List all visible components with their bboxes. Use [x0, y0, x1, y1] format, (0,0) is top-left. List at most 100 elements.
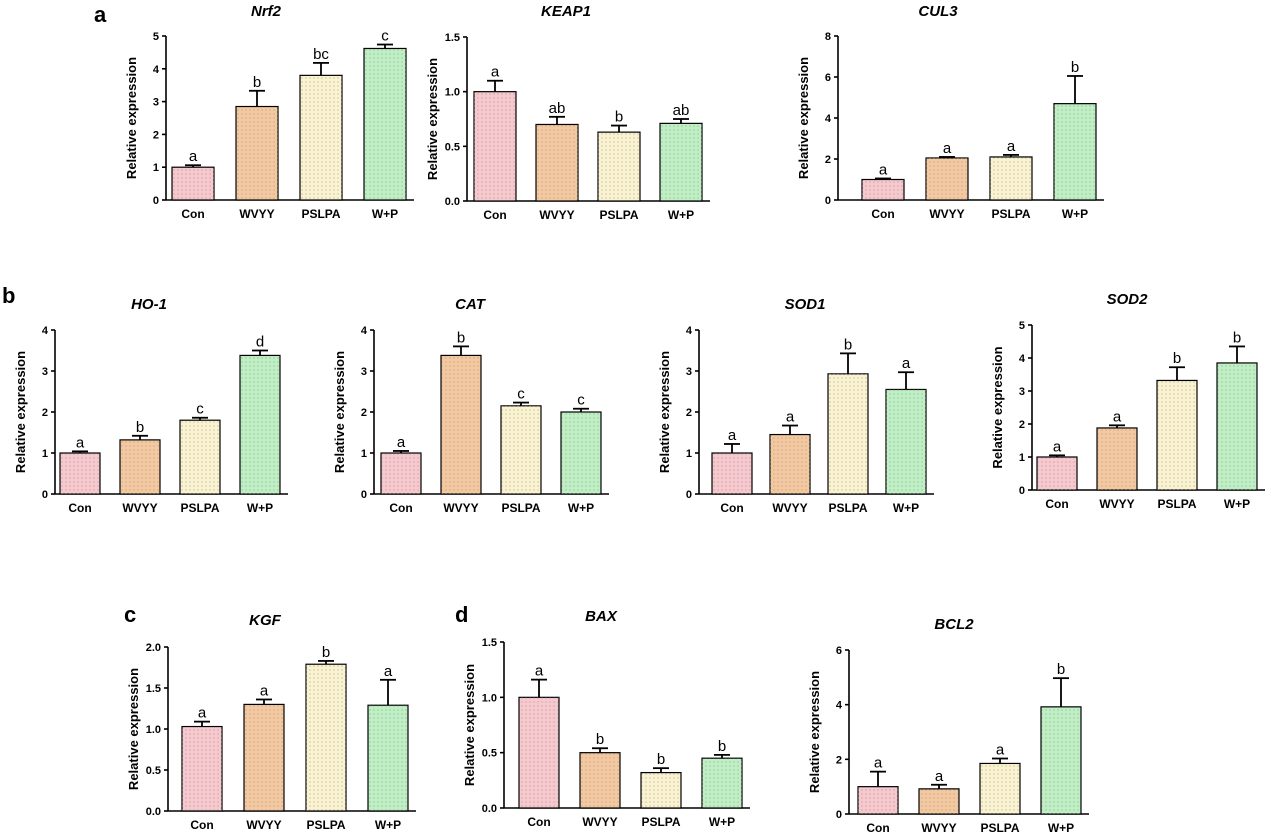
- bar-texture-kgf-wvyy: [244, 704, 284, 811]
- chart-title-ho-1: HO-1: [131, 296, 167, 313]
- x-tick-label-ho-1-w-p: W+P: [247, 501, 273, 515]
- x-tick-label-sod1-w-p: W+P: [893, 501, 919, 515]
- y-tick-label-sod2: 0: [1019, 485, 1025, 497]
- significance-letter-sod1-w-p: a: [902, 355, 911, 372]
- chart-kgf: KGF Relative expression 0.0 0.5 1.0 1.5 2.0 a Co…: [126, 612, 416, 832]
- significance-letter-bcl2-con: a: [874, 755, 883, 772]
- x-tick-label-bcl2-con: Con: [866, 821, 889, 834]
- y-axis-label-sod1: Relative expression: [657, 351, 672, 473]
- chart-cat: CAT Relative expression 0 1 2 3 4 a Con b WVYY c PSL…: [332, 296, 609, 515]
- x-tick-label-kgf-pslpa: PSLPA: [306, 818, 345, 832]
- y-tick-label-cul3: 0: [825, 195, 831, 207]
- chart-title-sod2: SOD2: [1107, 291, 1149, 308]
- significance-letter-kgf-pslpa: b: [322, 644, 330, 661]
- significance-letter-bax-wvyy: b: [596, 731, 604, 748]
- x-tick-label-bax-con: Con: [527, 815, 550, 829]
- bar-texture-sod1-wvyy: [770, 434, 810, 494]
- bar-texture-cul3-con: [862, 179, 904, 200]
- x-tick-label-sod2-wvyy: WVYY: [1099, 497, 1134, 511]
- chart-title-keap1: KEAP1: [541, 3, 591, 20]
- significance-letter-ho-1-con: a: [76, 434, 85, 451]
- panel-letter-d: d: [455, 602, 468, 627]
- y-tick-label-cat: 0: [361, 489, 367, 501]
- significance-letter-sod2-con: a: [1053, 438, 1062, 455]
- y-tick-label-sod2: 1: [1019, 452, 1025, 464]
- significance-letter-sod2-w-p: b: [1233, 329, 1241, 346]
- x-tick-label-sod2-pslpa: PSLPA: [1157, 497, 1196, 511]
- x-tick-label-cul3-con: Con: [871, 207, 894, 221]
- significance-letter-ho-1-pslpa: c: [196, 401, 204, 418]
- bar-texture-nrf2-con: [172, 167, 214, 200]
- y-tick-label-bax: 1.5: [482, 637, 497, 649]
- significance-letter-bcl2-wvyy: a: [935, 768, 944, 785]
- panel-letter-c: c: [124, 602, 136, 627]
- bar-texture-cul3-wvyy: [926, 157, 968, 200]
- bar-texture-kgf-w-p: [368, 705, 408, 811]
- x-tick-label-nrf2-con: Con: [181, 207, 204, 221]
- x-tick-label-sod1-wvyy: WVYY: [772, 501, 807, 515]
- y-tick-label-keap1: 0.5: [445, 141, 460, 153]
- x-tick-label-keap1-w-p: W+P: [668, 208, 694, 222]
- bar-texture-cul3-pslpa: [990, 156, 1032, 200]
- bar-texture-bcl2-con: [858, 786, 898, 814]
- y-tick-label-keap1: 1.5: [445, 32, 460, 44]
- bar-texture-nrf2-pslpa: [300, 75, 342, 200]
- significance-letter-cat-pslpa: c: [517, 386, 525, 403]
- significance-letter-cat-con: a: [397, 434, 406, 451]
- y-tick-label-cat: 2: [361, 407, 367, 419]
- significance-letter-kgf-w-p: a: [384, 663, 393, 680]
- bar-texture-bcl2-pslpa: [980, 763, 1020, 814]
- x-tick-label-keap1-con: Con: [483, 208, 506, 222]
- chart-title-kgf: KGF: [249, 612, 282, 629]
- bar-texture-cat-wvyy: [441, 355, 481, 494]
- y-tick-label-nrf2: 5: [153, 31, 159, 43]
- bar-texture-cat-con: [381, 453, 421, 494]
- bar-texture-sod2-wvyy: [1097, 427, 1137, 490]
- significance-letter-cat-wvyy: b: [457, 329, 465, 346]
- significance-letter-bax-pslpa: b: [657, 751, 665, 768]
- y-tick-label-nrf2: 4: [153, 64, 160, 76]
- x-tick-label-sod2-w-p: W+P: [1224, 497, 1250, 511]
- bar-texture-kgf-con: [182, 726, 222, 811]
- y-axis-label-cat: Relative expression: [332, 351, 347, 473]
- y-tick-label-ho-1: 1: [42, 448, 48, 460]
- y-axis-label-keap1: Relative expression: [425, 58, 440, 180]
- y-tick-label-sod2: 4: [1019, 353, 1026, 365]
- significance-letter-sod1-con: a: [728, 427, 737, 444]
- chart-bcl2: BCL2 Relative expression 0 2 4 6 a Con a WVYY a PSL…: [807, 616, 1089, 834]
- significance-letter-sod2-pslpa: b: [1173, 350, 1181, 367]
- chart-ho-1: HO-1 Relative expression 0 1 2 3 4 a Con b WVYY c PS…: [13, 296, 288, 515]
- significance-letter-keap1-pslpa: b: [615, 109, 623, 126]
- x-tick-label-kgf-wvyy: WVYY: [246, 818, 281, 832]
- x-tick-label-nrf2-pslpa: PSLPA: [301, 207, 340, 221]
- chart-cul3: CUL3 Relative expression 0 2 4 6 8 a Con a WVYY a PS…: [796, 3, 1104, 221]
- y-tick-label-bcl2: 6: [836, 645, 842, 657]
- bar-texture-nrf2-w-p: [364, 48, 406, 200]
- bar-texture-sod2-con: [1037, 457, 1077, 490]
- y-tick-label-cat: 4: [361, 325, 368, 337]
- bar-texture-bax-wvyy: [580, 752, 620, 808]
- significance-letter-keap1-w-p: ab: [673, 102, 690, 119]
- significance-letter-bax-w-p: b: [718, 738, 726, 755]
- y-tick-label-bax: 0.5: [482, 748, 497, 760]
- significance-letter-kgf-con: a: [198, 705, 207, 722]
- significance-letter-bcl2-pslpa: a: [996, 742, 1005, 759]
- x-tick-label-cat-w-p: W+P: [568, 501, 594, 515]
- y-tick-label-kgf: 0.5: [146, 765, 161, 777]
- bar-texture-bcl2-wvyy: [919, 788, 959, 814]
- significance-letter-sod1-pslpa: b: [844, 336, 852, 353]
- x-tick-label-bcl2-w-p: W+P: [1048, 821, 1074, 834]
- significance-letter-bax-con: a: [535, 663, 544, 680]
- significance-letter-cat-w-p: c: [577, 392, 585, 409]
- x-tick-label-sod2-con: Con: [1045, 497, 1068, 511]
- bar-texture-cul3-w-p: [1054, 103, 1096, 200]
- significance-letter-nrf2-w-p: c: [381, 28, 389, 45]
- y-axis-label-bax: Relative expression: [462, 664, 477, 786]
- y-tick-label-bcl2: 0: [836, 809, 842, 821]
- x-tick-label-cat-con: Con: [389, 501, 412, 515]
- y-tick-label-kgf: 1.5: [146, 683, 161, 695]
- y-tick-label-cul3: 2: [825, 154, 831, 166]
- y-tick-label-sod2: 2: [1019, 419, 1025, 431]
